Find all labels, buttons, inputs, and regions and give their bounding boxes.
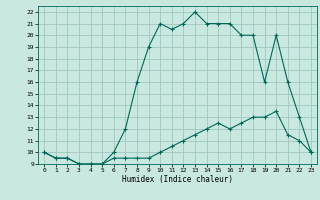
X-axis label: Humidex (Indice chaleur): Humidex (Indice chaleur) — [122, 175, 233, 184]
